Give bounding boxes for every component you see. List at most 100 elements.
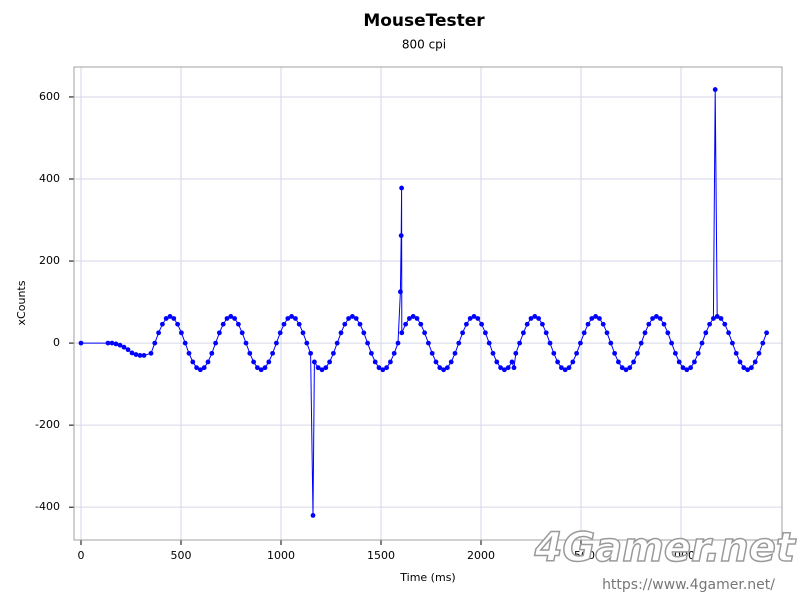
data-point <box>688 365 693 371</box>
x-tick-label: 2500 <box>567 549 595 562</box>
data-point <box>429 350 435 356</box>
data-point <box>388 359 393 365</box>
data-point <box>372 359 378 365</box>
data-point <box>357 321 363 327</box>
data-point <box>475 316 481 321</box>
y-tick-label: 600 <box>39 90 60 103</box>
x-tick-label: 2000 <box>467 549 495 562</box>
watermark-url: https://www.4gamer.net/ <box>602 577 775 593</box>
data-point <box>361 330 367 336</box>
data-line <box>81 89 768 516</box>
data-point <box>175 321 181 327</box>
data-point <box>511 365 517 371</box>
data-point <box>437 365 443 371</box>
data-point <box>198 367 203 373</box>
data-point <box>752 359 758 365</box>
data-point <box>262 365 268 371</box>
data-point <box>78 340 84 346</box>
data-point <box>714 314 720 319</box>
data-point <box>327 359 332 365</box>
data-point <box>661 321 667 327</box>
data-point <box>410 314 416 319</box>
data-point <box>105 340 111 346</box>
data-point <box>315 365 321 371</box>
data-point <box>536 316 541 321</box>
data-point <box>764 330 769 336</box>
data-point <box>323 365 329 371</box>
data-point <box>657 316 663 321</box>
data-point <box>407 316 412 321</box>
data-point <box>137 352 143 358</box>
data-point <box>452 350 458 356</box>
data-point <box>217 330 222 336</box>
data-point <box>109 340 115 346</box>
data-point <box>722 321 728 327</box>
data-point <box>194 365 200 371</box>
data-point <box>312 359 317 365</box>
data-point <box>498 365 503 371</box>
chart-title: MouseTester <box>363 11 485 31</box>
y-tick-label: -400 <box>35 500 60 513</box>
data-point <box>684 367 690 373</box>
grid: 0 500 1000 1500 2000 2500 3000 -400 -200 0 200 400 6… <box>35 67 782 562</box>
data-point <box>209 350 215 356</box>
data-point <box>600 321 606 327</box>
data-point <box>650 316 655 321</box>
data-point <box>141 352 147 358</box>
data-point <box>182 340 188 346</box>
data-point <box>156 330 162 336</box>
data-point <box>570 359 576 365</box>
data-point <box>597 316 602 321</box>
data-point <box>334 340 340 346</box>
data-point <box>680 365 686 371</box>
data-point <box>251 359 256 365</box>
data-point <box>711 316 716 321</box>
x-tick-label: 0 <box>78 549 85 562</box>
data-point <box>483 330 488 336</box>
data-point <box>479 321 484 327</box>
data-point <box>756 350 762 356</box>
y-tick-label: 200 <box>39 254 60 267</box>
data-point <box>517 340 522 346</box>
data-point <box>281 321 287 327</box>
data-point <box>513 350 519 356</box>
data-point <box>395 340 401 346</box>
data-point <box>578 340 583 346</box>
data-point <box>593 314 598 319</box>
data-point <box>224 316 230 321</box>
y-tick-label: 400 <box>39 172 60 185</box>
data-point <box>737 359 743 365</box>
data-point <box>129 350 135 356</box>
data-point <box>228 314 234 319</box>
data-point <box>300 330 306 336</box>
data-point <box>509 359 515 365</box>
data-point <box>574 350 579 356</box>
data-point <box>346 316 351 321</box>
data-point <box>160 321 165 327</box>
data-point <box>707 321 712 327</box>
data-point <box>619 365 625 371</box>
data-point <box>551 350 557 356</box>
data-point <box>171 316 177 321</box>
data-point <box>646 321 652 327</box>
data-point <box>167 314 173 319</box>
data-point <box>543 330 549 336</box>
y-axis-label: xCounts <box>15 280 28 325</box>
data-point <box>712 87 718 92</box>
data-point <box>398 289 403 295</box>
data-point <box>448 359 454 365</box>
data-point <box>369 350 374 356</box>
data-point <box>285 316 291 321</box>
data-point <box>308 350 313 356</box>
data-point <box>163 316 169 321</box>
y-tick-label: -200 <box>35 418 60 431</box>
data-point <box>730 340 735 346</box>
data-point <box>547 340 553 346</box>
data-point <box>642 330 648 336</box>
data-point <box>703 330 709 336</box>
data-point <box>391 350 397 356</box>
x-tick-label: 1500 <box>367 549 395 562</box>
data-point <box>676 359 682 365</box>
x-axis-label: Time (ms) <box>399 571 455 584</box>
data-point <box>559 365 564 371</box>
